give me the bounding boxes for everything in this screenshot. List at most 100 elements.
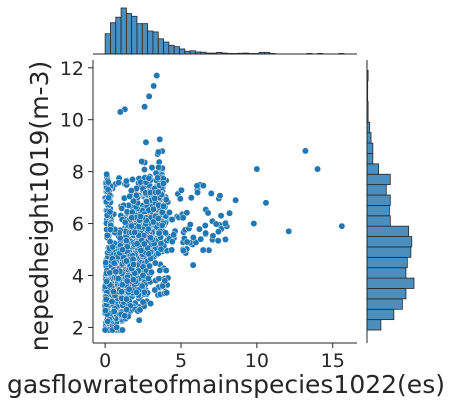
scatter-point xyxy=(101,307,109,315)
x-tick-label: 10 xyxy=(245,350,269,372)
scatter-point xyxy=(141,103,149,111)
scatter-point xyxy=(150,82,158,90)
y-marginal-histogram xyxy=(366,60,415,343)
scatter-point xyxy=(128,222,136,230)
scatter-point xyxy=(138,282,146,290)
y-tick-label: 2 xyxy=(72,317,84,339)
scatter-point xyxy=(199,246,207,254)
scatter-point xyxy=(129,176,136,183)
scatter-point xyxy=(155,275,163,283)
scatter-point xyxy=(106,208,114,216)
y-hist-bar xyxy=(366,277,415,289)
scatter-point xyxy=(202,229,210,237)
scatter-point xyxy=(145,250,153,258)
scatter-point xyxy=(112,268,120,276)
scatter-point xyxy=(168,246,176,254)
scatter-point xyxy=(142,138,150,146)
scatter-point xyxy=(131,228,139,236)
scatter-point xyxy=(122,257,130,265)
y-hist-bar xyxy=(366,204,390,217)
y-hist-bar xyxy=(366,194,391,206)
scatter-point xyxy=(193,182,201,190)
scatter-point xyxy=(194,189,202,196)
scatter-point xyxy=(123,277,131,285)
scatter-point xyxy=(156,267,164,274)
x-tick-label: 5 xyxy=(175,350,187,372)
scatter-point xyxy=(128,214,136,222)
x-tick-label: 15 xyxy=(321,350,345,372)
scatter-point xyxy=(104,178,112,186)
scatter-point xyxy=(118,281,126,289)
scatter-point xyxy=(103,170,111,178)
scatter-point xyxy=(130,197,138,205)
scatter-point xyxy=(153,72,161,80)
scatter-point xyxy=(156,135,164,143)
scatter-point xyxy=(139,298,147,306)
scatter-point xyxy=(122,177,130,185)
scatter-point xyxy=(148,268,155,276)
scatter-point xyxy=(151,286,159,294)
scatter-point xyxy=(116,108,124,116)
x-tick-label: 0 xyxy=(99,350,111,372)
scatter-point xyxy=(103,232,111,239)
scatter-point xyxy=(154,148,162,156)
x-hist-bar xyxy=(104,33,111,55)
y-tick-label: 10 xyxy=(60,110,84,132)
scatter-point xyxy=(102,295,110,303)
y-hist-bar xyxy=(366,267,407,279)
scatter-point xyxy=(253,165,261,173)
scatter-point xyxy=(140,288,148,296)
scatter-point xyxy=(250,220,258,228)
scatter-point xyxy=(222,235,229,243)
x-hist-bar xyxy=(157,38,164,55)
scatter-point xyxy=(110,288,117,296)
scatter-point xyxy=(133,240,141,248)
scatter-point xyxy=(114,275,122,282)
scatter-point xyxy=(226,209,234,217)
scatter-point xyxy=(161,277,169,285)
scatter-point xyxy=(121,218,129,226)
scatter-point xyxy=(118,326,126,334)
scatter-point xyxy=(154,214,162,222)
scatter-point xyxy=(133,288,140,296)
x-hist-bar xyxy=(179,48,186,55)
scatter-point xyxy=(221,220,229,228)
scatter-point xyxy=(214,228,222,236)
y-tick-label: 12 xyxy=(60,58,84,80)
scatter-point xyxy=(150,205,157,213)
y-hist-bar xyxy=(366,256,408,269)
scatter-point xyxy=(196,225,203,233)
scatter-point xyxy=(126,193,134,200)
scatter-point xyxy=(103,278,111,285)
y-hist-bar xyxy=(366,173,391,186)
y-hist-bar xyxy=(366,236,413,248)
scatter-point xyxy=(154,174,162,182)
scatter-point xyxy=(170,231,178,239)
axes: 0 5 10 15 2 4 6 8 10 12 xyxy=(60,58,357,372)
y-axis-label: nepedheight1019(m-3) xyxy=(25,61,54,351)
x-hist-bar xyxy=(168,44,175,55)
scatter-point xyxy=(165,209,173,216)
scatter-point xyxy=(119,246,126,254)
scatter-point xyxy=(151,195,159,202)
scatter-point xyxy=(144,274,152,282)
scatter-point xyxy=(207,189,215,197)
scatter-point xyxy=(163,289,171,297)
scatter-point xyxy=(132,191,140,199)
scatter-point xyxy=(127,187,135,195)
scatter-point xyxy=(151,259,159,267)
scatter-point xyxy=(125,285,133,293)
scatter-point xyxy=(108,298,116,306)
x-hist-bar xyxy=(163,41,170,55)
scatter-point xyxy=(129,276,137,284)
y-hist-bar xyxy=(366,308,395,321)
scatter-point xyxy=(189,261,197,269)
scatter-point xyxy=(186,221,194,228)
y-hist-bar xyxy=(366,153,374,165)
scatter-point xyxy=(104,317,112,325)
scatter-point xyxy=(232,196,240,204)
scatter-point xyxy=(197,235,205,243)
y-hist-bar xyxy=(366,225,410,237)
scatter-point xyxy=(140,240,148,248)
scatter-point xyxy=(199,182,207,190)
